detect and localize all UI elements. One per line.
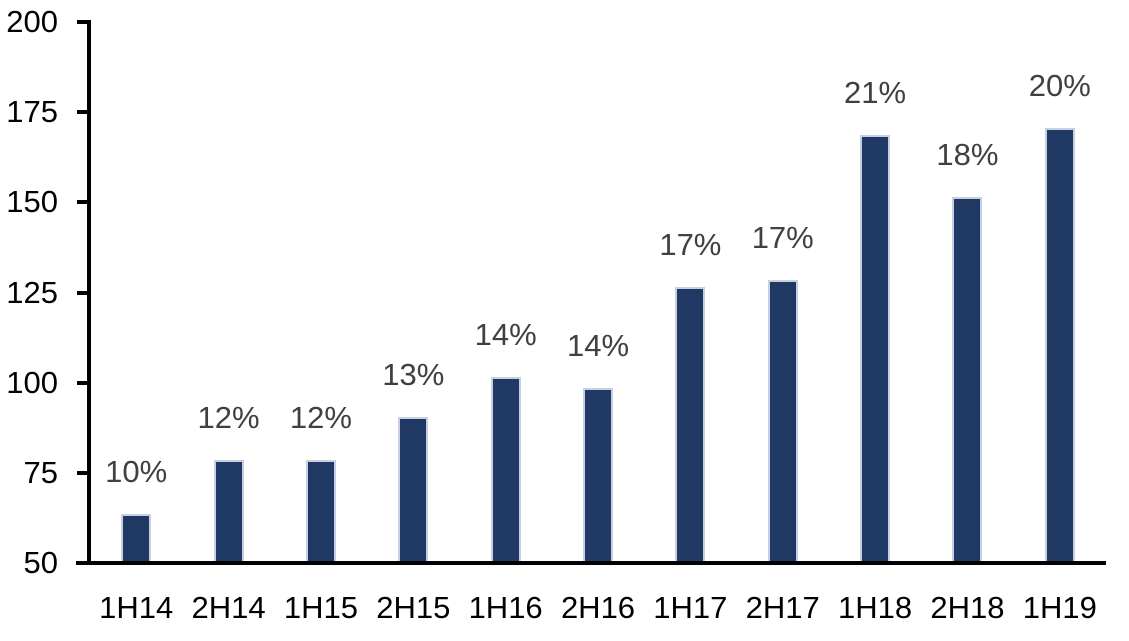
x-tick-label: 2H17	[745, 590, 820, 625]
bar	[675, 286, 706, 561]
x-tick-label: 1H18	[838, 590, 913, 625]
y-tick-label: 50	[23, 545, 58, 580]
y-tick-mark	[77, 380, 91, 385]
y-tick-mark	[77, 110, 91, 115]
y-tick-label: 125	[6, 274, 58, 310]
y-tick-label: 100	[6, 364, 58, 400]
x-tick-label: 1H14	[99, 590, 174, 625]
y-tick-label: 75	[23, 454, 58, 490]
y-tick-mark	[77, 20, 91, 24]
bar	[1044, 128, 1075, 561]
y-tick-mark	[77, 561, 91, 565]
x-tick-label: 1H17	[653, 590, 728, 625]
x-axis-line	[76, 561, 1106, 565]
x-tick-label: 2H18	[930, 590, 1005, 625]
bar	[398, 416, 429, 561]
bar	[860, 135, 891, 561]
bar-value-label: 18%	[936, 136, 999, 172]
bar-value-label: 17%	[751, 219, 814, 255]
bar	[213, 460, 244, 561]
y-tick-mark	[77, 290, 91, 295]
bar-value-label: 14%	[474, 317, 537, 353]
x-tick-label: 1H15	[283, 590, 358, 625]
x-tick-label: 1H16	[468, 590, 543, 625]
x-tick-label: 2H15	[376, 590, 451, 625]
bar-value-label: 17%	[659, 226, 722, 262]
bar	[490, 377, 521, 561]
bar-value-label: 12%	[289, 400, 352, 435]
bar	[952, 196, 983, 561]
x-tick-label: 2H14	[191, 590, 266, 625]
y-tick-label: 150	[6, 184, 58, 220]
bar-value-label: 13%	[382, 356, 445, 392]
bar	[121, 514, 152, 561]
bar-value-label: 21%	[844, 75, 907, 111]
y-tick-mark	[77, 470, 91, 475]
bar	[305, 460, 336, 561]
x-tick-label: 1H19	[1022, 590, 1097, 625]
bar	[767, 279, 798, 561]
y-tick-mark	[77, 200, 91, 205]
bar-value-label: 10%	[105, 454, 168, 490]
y-tick-label: 175	[6, 94, 58, 130]
bar	[583, 387, 613, 561]
bar-value-label: 14%	[566, 327, 630, 363]
bar-value-label: 20%	[1028, 68, 1091, 104]
x-tick-label: 2H16	[560, 590, 636, 625]
bar-value-label: 12%	[197, 400, 260, 435]
y-tick-label: 200	[6, 4, 58, 39]
